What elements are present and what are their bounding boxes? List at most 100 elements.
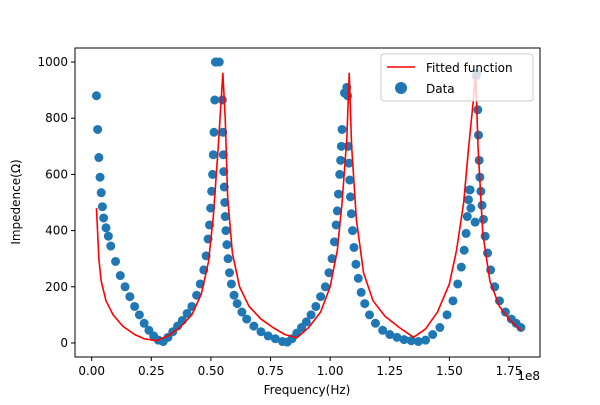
data-point — [120, 282, 130, 292]
data-point — [222, 240, 232, 250]
data-point — [249, 321, 259, 331]
data-point — [500, 307, 510, 317]
data-point — [428, 330, 438, 340]
y-tick-label: 0 — [60, 336, 68, 350]
data-point — [348, 226, 358, 236]
data-point — [463, 195, 473, 205]
data-point — [217, 95, 227, 105]
data-point — [365, 310, 374, 320]
data-point — [232, 299, 242, 309]
data-point — [210, 95, 220, 105]
data-point — [399, 335, 409, 345]
data-point — [466, 203, 476, 213]
fitted-function-line — [95, 72, 522, 342]
data-point — [221, 226, 231, 236]
data-point — [96, 188, 106, 198]
data-point — [421, 335, 431, 345]
data-point — [360, 299, 370, 309]
y-axis-label: Impedence(Ω) — [9, 159, 23, 244]
data-point — [453, 279, 463, 289]
data-point — [103, 231, 113, 241]
x-axis-label: Frequency(Hz) — [264, 383, 351, 397]
legend-label-fitted: Fitted function — [426, 61, 513, 75]
legend-box — [380, 53, 534, 102]
x-tick-label: 1.25 — [376, 364, 403, 378]
data-point — [406, 336, 416, 346]
data-point — [448, 296, 458, 306]
data-point — [223, 254, 233, 264]
x-axis-offset-label: 1e8 — [517, 369, 540, 383]
data-point — [226, 279, 236, 289]
data-point — [336, 141, 346, 151]
data-point — [320, 282, 330, 292]
data-point — [125, 292, 135, 302]
data-series — [91, 57, 526, 347]
data-point — [356, 287, 366, 297]
x-tick-label: 0.75 — [257, 364, 284, 378]
plot-area — [91, 57, 526, 347]
data-point — [324, 268, 334, 278]
y-axis: 0 200 400 600 800 1000 — [37, 55, 75, 350]
data-point — [263, 331, 273, 341]
data-point — [237, 307, 247, 317]
data-point — [473, 130, 483, 140]
y-tick-label: 800 — [45, 111, 68, 125]
data-point — [182, 308, 192, 318]
data-point — [329, 237, 339, 247]
data-point — [229, 290, 239, 300]
data-point — [206, 203, 216, 213]
data-point — [344, 158, 354, 168]
data-point — [335, 169, 345, 179]
data-point — [461, 228, 471, 238]
data-point — [115, 271, 125, 281]
data-point — [94, 153, 104, 163]
data-point — [337, 124, 347, 134]
data-point — [332, 206, 342, 216]
data-point — [208, 169, 218, 179]
data-point — [334, 189, 343, 199]
data-point — [477, 200, 487, 210]
data-point — [97, 202, 107, 212]
data-point — [349, 242, 359, 252]
data-point — [331, 220, 341, 230]
data-point — [242, 314, 252, 324]
data-point — [462, 212, 472, 222]
data-point — [478, 214, 488, 224]
data-point — [220, 212, 230, 222]
data-point — [209, 127, 219, 137]
data-point — [470, 217, 480, 227]
data-point — [413, 337, 423, 347]
data-point — [270, 334, 280, 344]
data-point — [306, 310, 316, 320]
data-point — [385, 330, 395, 340]
data-point — [139, 318, 149, 328]
data-point — [353, 273, 363, 283]
x-tick-label: 0.50 — [198, 364, 225, 378]
y-tick-label: 200 — [45, 280, 68, 294]
data-point — [134, 310, 144, 320]
data-point — [483, 248, 493, 258]
data-point — [459, 245, 469, 255]
data-point — [130, 301, 140, 311]
data-point — [456, 262, 466, 272]
data-point — [106, 241, 116, 251]
data-point — [516, 323, 526, 332]
data-point — [214, 57, 224, 67]
data-point — [208, 150, 218, 160]
data-point — [220, 198, 230, 207]
x-tick-label: 0.00 — [78, 364, 105, 378]
legend: Fitted function Data — [380, 53, 534, 102]
data-point — [378, 325, 388, 335]
data-point — [473, 105, 483, 115]
axes-frame — [74, 47, 541, 358]
legend-marker-swatch — [395, 82, 407, 94]
data-point — [346, 209, 356, 219]
y-tick-label: 1000 — [37, 55, 68, 69]
y-tick-label: 400 — [45, 224, 68, 238]
data-point — [111, 256, 121, 266]
data-point — [207, 186, 217, 196]
data-point — [225, 268, 235, 278]
data-point — [345, 175, 355, 185]
x-tick-label: 1.00 — [317, 364, 344, 378]
